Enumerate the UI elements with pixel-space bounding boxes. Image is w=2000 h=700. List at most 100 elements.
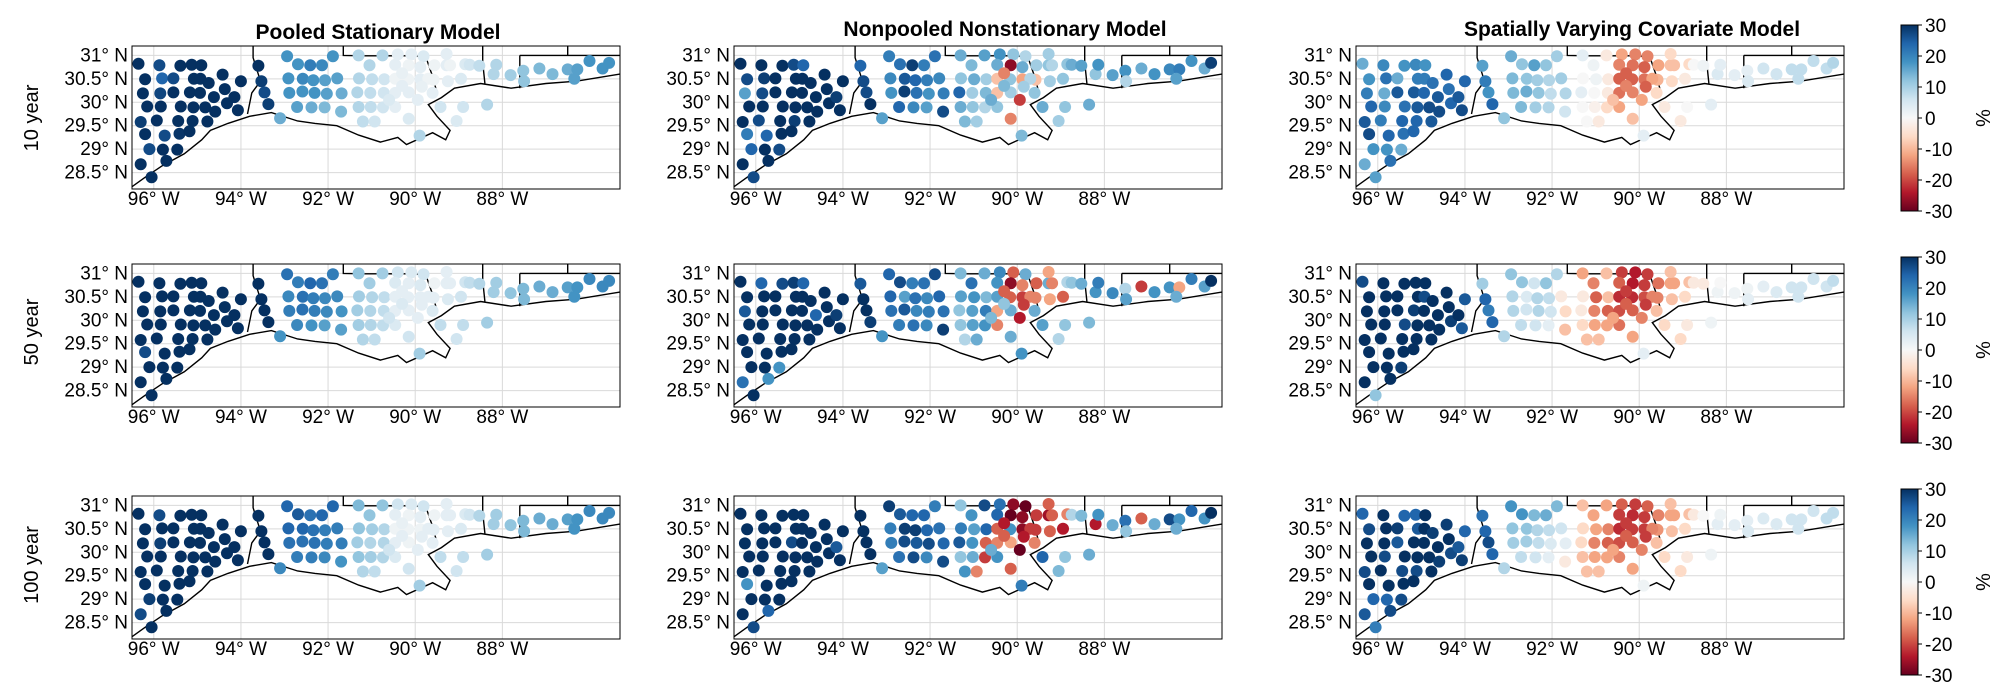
coastline xyxy=(132,73,620,188)
station-marker xyxy=(457,319,470,331)
station-marker xyxy=(154,537,167,550)
station-marker xyxy=(1042,266,1055,278)
station-marker xyxy=(1479,75,1492,88)
station-marker xyxy=(775,127,788,140)
station-marker xyxy=(413,579,426,592)
station-marker xyxy=(1807,505,1820,517)
station-marker xyxy=(1120,525,1133,538)
station-marker xyxy=(980,523,993,536)
station-marker xyxy=(304,277,317,290)
map-frame xyxy=(1355,45,1845,190)
station-marker xyxy=(1163,63,1176,76)
station-marker xyxy=(1410,565,1423,577)
station-marker xyxy=(1418,536,1430,549)
station-marker xyxy=(1059,319,1072,331)
station-marker xyxy=(755,59,768,72)
station-marker xyxy=(745,143,758,156)
station-marker xyxy=(1620,79,1633,92)
station-marker xyxy=(1007,266,1020,279)
station-marker xyxy=(898,72,911,85)
station-marker xyxy=(758,290,771,303)
station-marker xyxy=(756,537,769,550)
station-marker xyxy=(1576,49,1589,62)
lat-tick-label: 29.5° N xyxy=(666,334,730,355)
lat-tick-label: 30.5° N xyxy=(666,287,730,308)
station-marker xyxy=(921,292,933,305)
station-marker xyxy=(1423,101,1436,114)
station-marker xyxy=(758,361,771,374)
station-marker xyxy=(1019,50,1032,63)
station-marker xyxy=(1528,509,1541,522)
station-marker xyxy=(1626,59,1639,72)
station-marker xyxy=(734,57,747,70)
station-marker xyxy=(1476,509,1489,522)
station-marker xyxy=(1378,537,1391,550)
station-marker xyxy=(1407,343,1420,356)
colorbar-tick-label: 30 xyxy=(1925,16,1946,37)
lon-tick-label: 96° W xyxy=(1352,407,1404,428)
station-marker xyxy=(1795,63,1808,76)
station-marker xyxy=(1506,522,1519,535)
station-marker xyxy=(378,291,391,304)
station-marker xyxy=(218,301,231,314)
lon-tick-label: 92° W xyxy=(1526,189,1578,210)
station-marker xyxy=(1367,143,1380,156)
station-marker xyxy=(1356,275,1369,288)
station-marker xyxy=(136,305,149,318)
station-marker xyxy=(1613,58,1626,71)
station-marker xyxy=(773,593,786,606)
station-marker xyxy=(487,286,500,299)
station-marker xyxy=(463,58,476,71)
station-marker xyxy=(583,505,596,517)
station-marker xyxy=(1398,277,1411,290)
station-marker xyxy=(389,58,402,71)
station-marker xyxy=(1409,508,1422,521)
station-marker xyxy=(473,509,486,522)
lat-tick-label: 28.5° N xyxy=(64,381,128,402)
station-marker xyxy=(1148,68,1161,81)
colorbar-tick-label: 10 xyxy=(1925,310,1946,331)
station-marker xyxy=(363,509,376,522)
station-marker xyxy=(1065,508,1078,521)
station-marker xyxy=(199,319,212,332)
station-marker xyxy=(1358,566,1371,578)
station-marker xyxy=(857,293,870,306)
colorbars: 30 20 10 0 -10 -20 -30% 30 20 10 0 -10 -20 -30% 30 20 10… xyxy=(1900,16,1993,687)
station-marker xyxy=(775,345,788,358)
station-marker xyxy=(803,115,816,128)
station-marker xyxy=(1205,274,1218,287)
station-marker xyxy=(1587,277,1600,290)
station-marker xyxy=(1620,67,1633,80)
station-marker xyxy=(154,318,167,331)
station-marker xyxy=(991,508,1004,521)
station-marker xyxy=(305,551,318,564)
station-marker xyxy=(546,286,559,299)
station-marker xyxy=(876,112,889,125)
station-marker xyxy=(1588,536,1601,549)
station-marker xyxy=(1795,513,1808,526)
station-marker xyxy=(1075,277,1088,290)
station-marker xyxy=(291,551,304,563)
station-marker xyxy=(457,551,470,563)
station-marker xyxy=(876,562,889,575)
station-marker xyxy=(773,143,786,156)
station-marker xyxy=(1024,522,1037,535)
station-marker xyxy=(985,543,998,556)
station-marker xyxy=(319,74,331,87)
lon-tick-label: 94° W xyxy=(215,189,267,210)
station-marker xyxy=(319,524,331,537)
station-marker xyxy=(1641,268,1654,281)
lon-tick-label: 88° W xyxy=(1700,407,1752,428)
station-marker xyxy=(335,305,348,318)
station-marker xyxy=(1668,59,1681,72)
station-marker xyxy=(417,500,430,513)
station-marker xyxy=(1757,280,1770,293)
lat-tick-label: 28.5° N xyxy=(666,163,730,184)
station-marker xyxy=(738,87,751,100)
map-panel-10-year-nonpooled-nonstationary: 31° N 30.5° N30° N 29.5° N29° N 28.5° N96° … xyxy=(666,45,1223,210)
station-marker xyxy=(283,536,296,549)
station-marker xyxy=(504,519,517,532)
station-marker xyxy=(143,361,156,374)
station-marker xyxy=(368,565,381,578)
station-marker xyxy=(307,524,320,537)
